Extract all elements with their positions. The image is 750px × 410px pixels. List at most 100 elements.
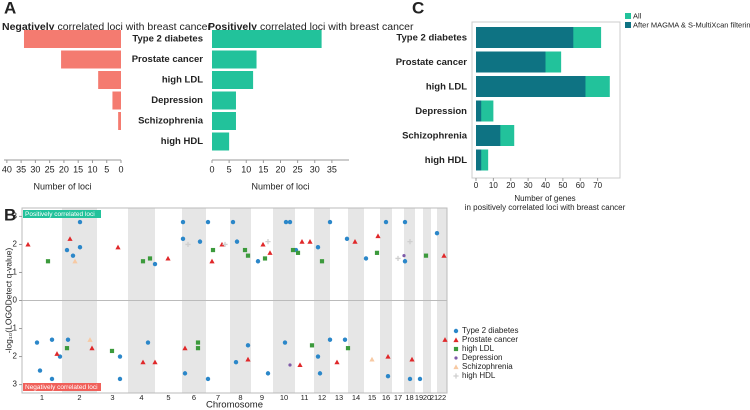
x-tick-label: 35 — [16, 164, 26, 174]
x-tick-label: 4 — [139, 393, 143, 402]
point — [385, 373, 391, 379]
point — [297, 362, 303, 368]
bar — [118, 112, 121, 130]
point — [115, 244, 121, 250]
bar — [476, 27, 574, 48]
point — [117, 376, 123, 382]
category-label: high LDL — [426, 82, 467, 93]
point — [245, 343, 251, 348]
x-tick-label: 10 — [87, 164, 97, 174]
x-tick-label: 19 — [415, 393, 423, 402]
x-tick-label: 60 — [576, 181, 585, 190]
legend-marker — [454, 356, 458, 360]
point — [34, 340, 40, 345]
legend-label: Type 2 diabetes — [462, 326, 518, 335]
category-label: high HDL — [161, 136, 203, 147]
category-label: Prostate cancer — [396, 57, 468, 68]
point — [45, 259, 51, 264]
x-tick-label: 18 — [405, 393, 413, 402]
point — [334, 359, 340, 365]
x-tick-label: 12 — [318, 393, 326, 402]
point — [182, 345, 188, 351]
point — [117, 354, 123, 359]
legend-marker — [453, 364, 459, 370]
legend-marker — [453, 346, 459, 352]
point — [210, 247, 216, 253]
point — [89, 345, 95, 351]
title-part: correlated loci with breast cancer — [260, 21, 414, 33]
y-tick-label: 1 — [13, 324, 18, 333]
category-label: high LDL — [162, 75, 203, 86]
legend-swatch — [625, 22, 631, 28]
chart-title: Positively correlated loci with breast ca… — [208, 21, 414, 33]
point — [70, 253, 76, 258]
point — [327, 219, 333, 225]
x-tick-label: 15 — [258, 164, 268, 174]
point — [64, 346, 70, 351]
point — [317, 371, 323, 376]
x-tick-label: 35 — [327, 164, 337, 174]
panel-label: A — [4, 0, 16, 17]
point — [262, 256, 268, 261]
point — [409, 356, 415, 362]
x-tick-label: 16 — [382, 393, 390, 402]
bar — [212, 132, 230, 151]
annotation-bg — [23, 210, 101, 218]
point — [147, 256, 153, 261]
point — [315, 354, 321, 359]
x-tick-label: 1 — [40, 393, 44, 402]
point — [37, 368, 43, 373]
point — [145, 340, 151, 345]
legend-swatch — [625, 13, 631, 19]
x-tick-label: 25 — [293, 164, 303, 174]
x-tick-label: 50 — [558, 181, 567, 190]
x-tick-label: 8 — [238, 393, 242, 402]
bar — [212, 71, 254, 89]
x-tick-label: 9 — [260, 393, 264, 402]
point — [234, 239, 240, 244]
annotation-bg — [23, 383, 101, 391]
legend-label: Prostate cancer — [462, 335, 518, 344]
legend-label: high LDL — [462, 344, 495, 353]
legend-marker — [453, 328, 459, 334]
point — [64, 247, 70, 253]
y-tick-label: 3 — [13, 212, 18, 221]
point — [185, 241, 191, 248]
y-tick-label: 2 — [13, 240, 18, 249]
legend-label: After MAGMA & S-MultiXcan filtering — [633, 20, 750, 29]
x-tick-label: 15 — [73, 164, 83, 174]
x-axis-label: Number of loci — [33, 181, 91, 191]
x-tick-label: 0 — [474, 181, 479, 190]
y-tick-label: 1 — [13, 268, 18, 277]
point — [442, 337, 448, 342]
x-axis-label: Chromosome — [206, 400, 263, 410]
category-label: Schizophrenia — [402, 131, 468, 142]
x-tick-label: 40 — [541, 181, 550, 190]
y-tick-label: 2 — [13, 352, 18, 361]
title-part: Negatively — [2, 21, 55, 33]
point — [402, 219, 408, 225]
x-tick-label: 30 — [30, 164, 40, 174]
point — [423, 253, 429, 258]
bar — [476, 100, 482, 122]
x-tick-label: 5 — [227, 164, 232, 174]
point — [282, 340, 288, 345]
bar — [476, 149, 482, 171]
point — [140, 259, 146, 264]
chart-title: Negatively correlated loci with breast ca… — [2, 21, 212, 33]
x-tick-label: 3 — [110, 393, 114, 402]
point — [219, 241, 225, 247]
x-tick-label: 10 — [241, 164, 251, 174]
category-label: Type 2 diabetes — [132, 34, 203, 45]
x-axis-label: Number of loci — [251, 181, 309, 191]
point — [49, 376, 55, 382]
x-tick-label: 30 — [524, 181, 533, 190]
point — [72, 258, 78, 264]
point — [77, 245, 83, 250]
point — [109, 348, 115, 354]
category-label: Depression — [151, 95, 203, 106]
bar — [476, 125, 501, 146]
y-tick-label: 0 — [13, 296, 18, 305]
x-axis-label: Number of genes — [514, 194, 575, 203]
x-tick-label: 0 — [118, 164, 123, 174]
